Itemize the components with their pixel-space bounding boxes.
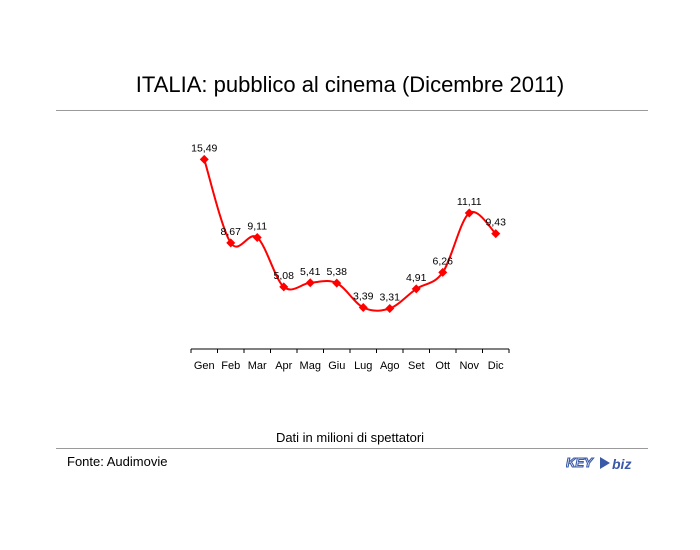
logo-arrow-icon: [600, 457, 610, 469]
x-tick-label: Giu: [328, 360, 345, 372]
data-label: 8,67: [221, 226, 242, 238]
data-point-marker: [358, 303, 368, 313]
x-tick-label: Set: [408, 360, 425, 372]
data-point-marker: [305, 278, 315, 288]
data-label: 9,11: [247, 220, 267, 232]
x-tick-label: Mag: [300, 360, 321, 372]
x-tick-label: Mar: [248, 360, 267, 372]
x-tick-label: Ott: [435, 360, 450, 372]
logo-text-biz: biz: [612, 456, 631, 472]
key4biz-logo: KEY biz: [566, 454, 631, 472]
x-tick-label: Dic: [488, 360, 504, 372]
x-tick-label: Nov: [459, 360, 479, 372]
data-label: 5,41: [300, 266, 321, 278]
x-tick-label: Feb: [221, 360, 240, 372]
x-tick-label: Lug: [354, 360, 372, 372]
data-point-marker: [464, 208, 474, 218]
data-label: 5,38: [327, 266, 348, 278]
data-point-marker: [438, 267, 448, 277]
data-label: 6,26: [433, 255, 454, 267]
chart-title: ITALIA: pubblico al cinema (Dicembre 201…: [135, 72, 565, 97]
data-label: 5,08: [274, 270, 295, 282]
data-label: 11,11: [457, 196, 482, 208]
x-tick-label: Gen: [194, 360, 215, 372]
data-point-marker: [252, 232, 262, 242]
data-point-marker: [199, 154, 209, 164]
x-tick-label: Apr: [275, 360, 292, 372]
data-label: 3,39: [353, 291, 374, 303]
source-label: Fonte: Audimovie: [67, 454, 168, 469]
data-label: 9,43: [486, 217, 507, 229]
data-label: 3,31: [380, 291, 401, 303]
top-divider: [56, 110, 648, 111]
data-label: 4,91: [406, 272, 427, 284]
bottom-divider: [56, 448, 648, 449]
x-tick-label: Ago: [380, 360, 400, 372]
logo-text-key: KEY: [566, 455, 594, 470]
data-label: 15,49: [191, 142, 217, 154]
series-line: [203, 159, 497, 312]
data-point-marker: [226, 238, 236, 248]
units-note: Dati in milioni di spettatori: [275, 430, 425, 445]
data-point-marker: [332, 278, 342, 288]
data-point-marker: [385, 303, 395, 313]
data-point-marker: [491, 229, 501, 239]
data-point-marker: [411, 284, 421, 294]
data-point-marker: [279, 282, 289, 292]
